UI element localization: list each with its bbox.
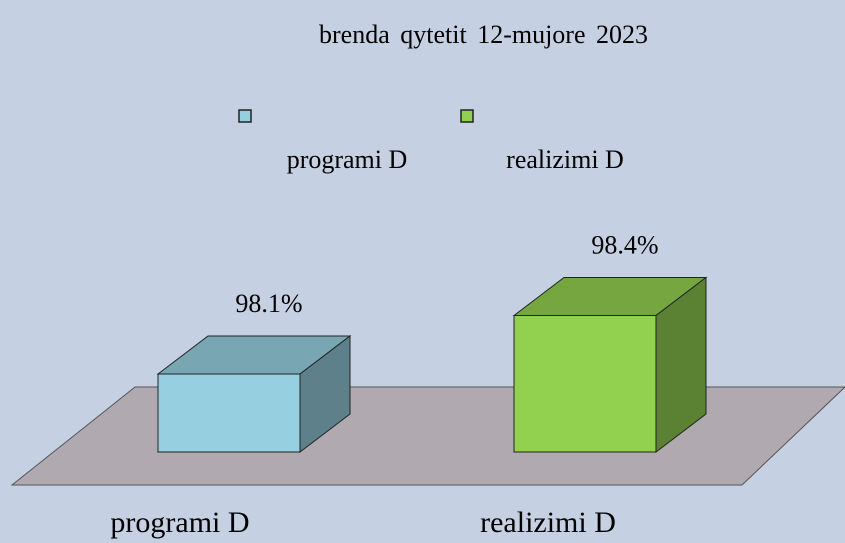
floor	[10, 386, 845, 486]
legend-label: programi D	[287, 145, 408, 174]
bar	[157, 373, 301, 453]
data-label: 98.4%	[591, 230, 658, 259]
x-tick-label: realizimi D	[480, 506, 616, 539]
data-label: 98.1%	[235, 289, 302, 318]
legend-label: realizimi D	[506, 145, 624, 174]
chart-title: brenda qytetit 12-mujore 2023	[319, 20, 648, 49]
x-tick-label: programi D	[110, 506, 249, 539]
legend-swatch	[238, 109, 252, 123]
bar	[513, 315, 657, 453]
legend-swatch	[460, 109, 474, 123]
